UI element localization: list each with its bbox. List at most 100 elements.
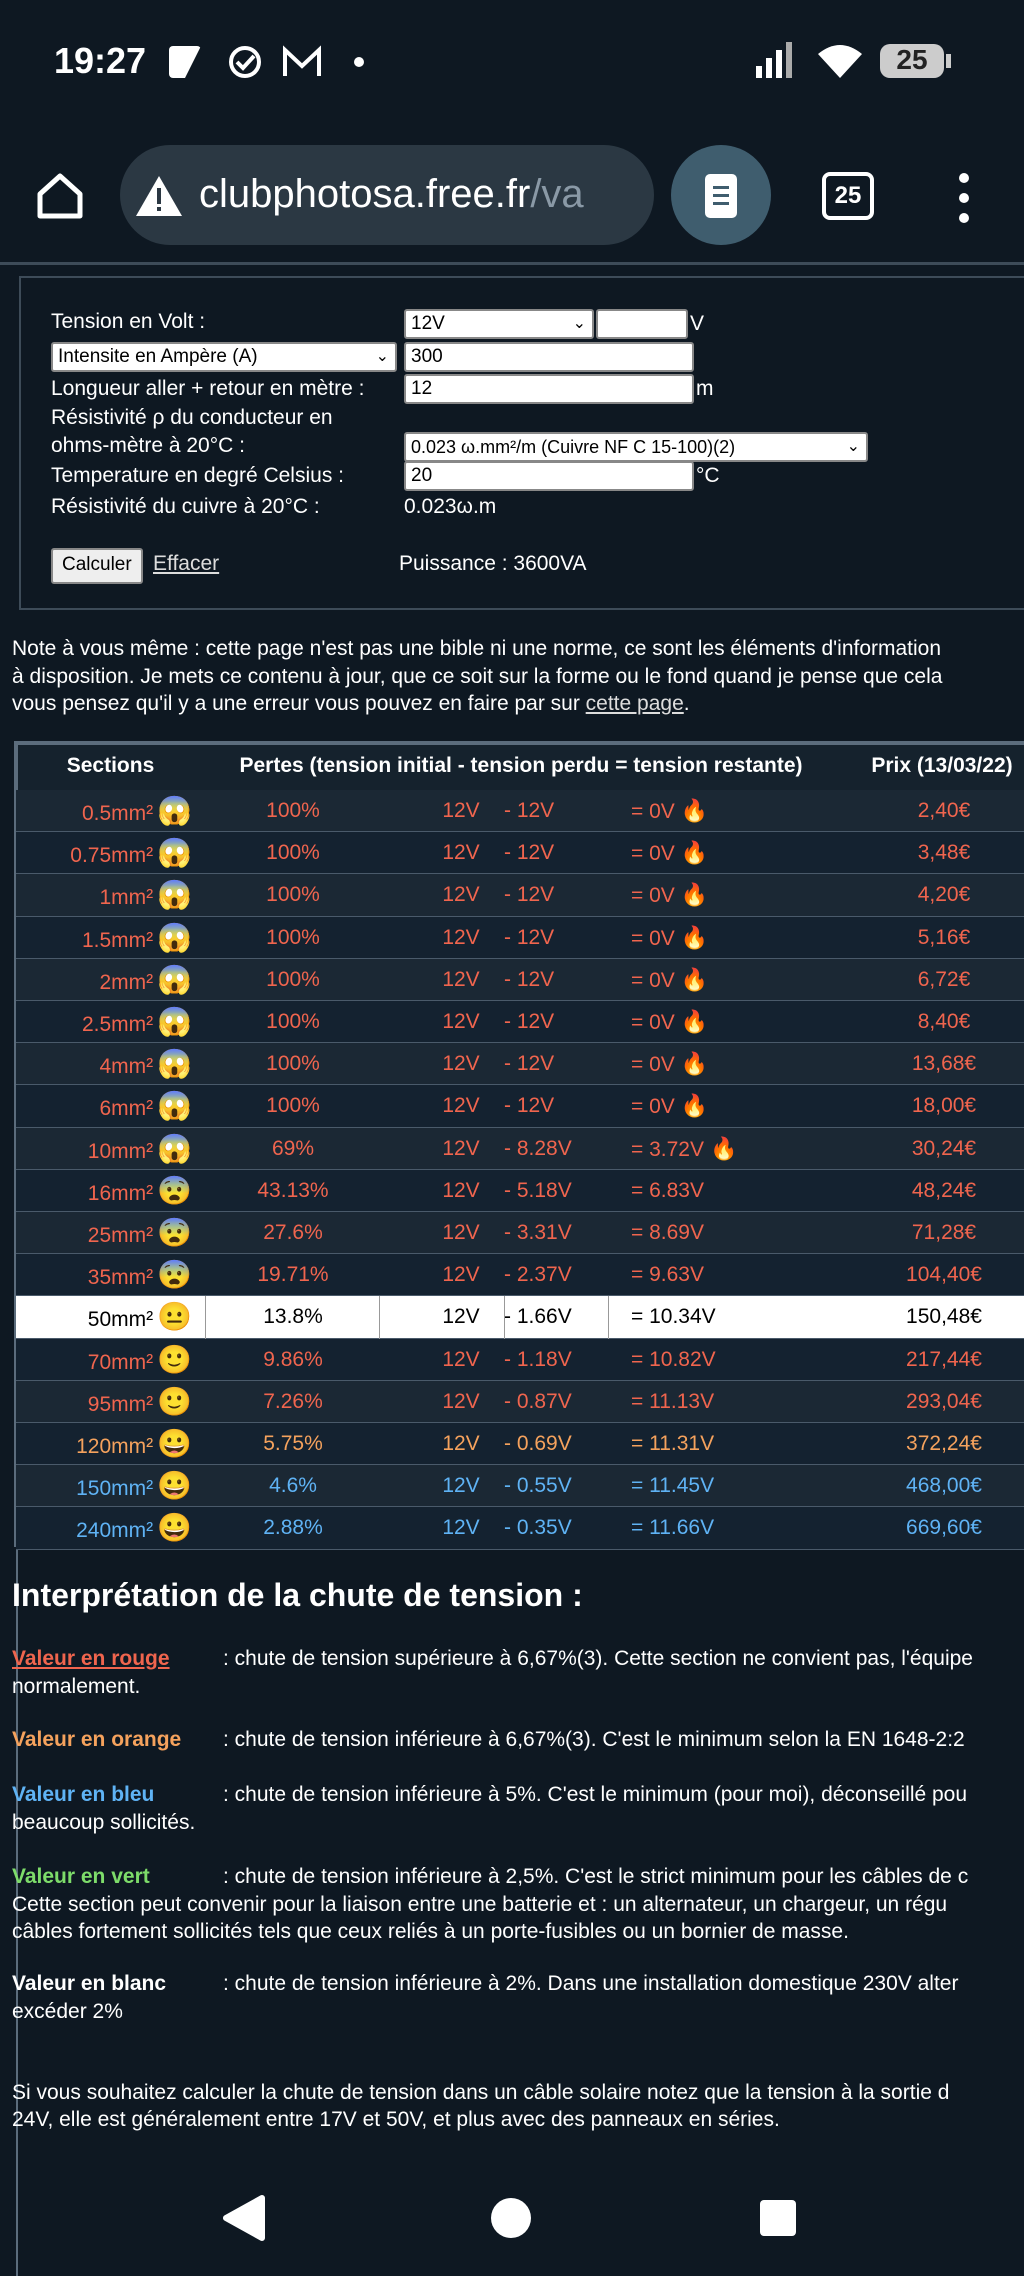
- calc-button[interactable]: Calculer: [51, 548, 143, 584]
- note-link[interactable]: cette page: [585, 692, 684, 715]
- price: 13,68€: [911, 1052, 977, 1076]
- legend-text: normalement.: [12, 1674, 141, 1698]
- remaining: = 0V: [631, 968, 675, 992]
- cell-border: [504, 1296, 505, 1339]
- loss-percent: 27.6%: [263, 1221, 323, 1244]
- remaining-cell: = 0V 🔥: [631, 1085, 708, 1128]
- drop: - 12V: [504, 1052, 555, 1076]
- voltage: 12V: [442, 1178, 480, 1202]
- drop: - 0.35V: [504, 1516, 572, 1540]
- remaining-cell: = 0V 🔥: [631, 1001, 708, 1044]
- legend-label: Valeur en orange: [12, 1728, 182, 1751]
- section: 120mm²: [76, 1435, 154, 1458]
- table-row: 2.5mm² 😱 100% 12V - 12V = 0V 🔥 8,40€: [16, 1001, 1024, 1044]
- remaining: = 11.45V: [631, 1474, 715, 1498]
- legend-text: câbles fortement sollicités tels que ceu…: [12, 1920, 849, 1943]
- clear-link[interactable]: Effacer: [153, 552, 220, 575]
- remaining: = 0V: [631, 926, 675, 950]
- tab-count[interactable]: 25: [822, 172, 874, 220]
- section: 1mm²: [99, 886, 154, 910]
- price: 293,04€: [906, 1389, 982, 1413]
- emoji: 😱: [157, 1090, 192, 1122]
- price: 4,20€: [917, 883, 971, 907]
- table-row: 16mm² 😨 43.13% 12V - 5.18V = 6.83V 48,24€: [16, 1169, 1024, 1215]
- fire: 🔥: [680, 798, 709, 823]
- home-nav[interactable]: [491, 2198, 531, 2238]
- loss-percent: 100%: [266, 967, 320, 991]
- battery-level: 25: [896, 44, 928, 75]
- price: 217,44€: [906, 1347, 982, 1371]
- remaining-cell: = 6.83V: [631, 1170, 704, 1212]
- temperature-input[interactable]: 20: [404, 461, 694, 491]
- price: 669,60€: [906, 1516, 982, 1540]
- legend-label: Valeur en blanc: [12, 1972, 167, 1995]
- table-row: 50mm² 😐 13.8% 12V - 1.66V = 10.34V 150,48€: [16, 1296, 1024, 1339]
- voltage: 12V: [442, 1516, 480, 1540]
- emoji: 😀: [157, 1428, 192, 1459]
- table-row: 70mm² 🙂 9.86% 12V - 1.18V = 10.82V 217,44€: [16, 1338, 1024, 1384]
- loss-percent: 4.6%: [269, 1474, 317, 1498]
- loss-percent: 43.13%: [257, 1178, 329, 1202]
- select-value: 0.023 ω.mm²/m (Cuivre NF C 15-100)(2): [411, 437, 736, 457]
- current-input[interactable]: 300: [404, 342, 694, 372]
- price: 71,28€: [911, 1221, 977, 1244]
- remaining: = 0V: [631, 800, 675, 823]
- fire: 🔥: [709, 1135, 738, 1161]
- length-input[interactable]: 12: [404, 374, 694, 404]
- home-button[interactable]: [32, 168, 88, 224]
- legend-text: : chute de tension inférieure à 2,5%. C'…: [223, 1865, 969, 1888]
- menu-button[interactable]: [954, 170, 974, 226]
- voltage: 12V: [442, 925, 480, 949]
- unit: V: [690, 312, 705, 335]
- unit: m: [696, 377, 714, 400]
- loss-percent: 100%: [266, 1052, 320, 1076]
- section-cell: 2mm² 😱: [16, 959, 192, 1004]
- section-cell: 16mm² 😨: [16, 1170, 192, 1215]
- back-button[interactable]: [223, 2195, 265, 2241]
- loss-percent: 2.88%: [263, 1516, 323, 1540]
- column-header: Sections: [66, 754, 155, 777]
- section-cell: 70mm² 🙂: [16, 1339, 192, 1384]
- table: Sections Pertes (tension initial - tensio…: [14, 741, 1024, 2276]
- url[interactable]: clubphotosa.free.fr/va: [199, 172, 584, 217]
- remaining: = 8.69V: [631, 1221, 704, 1244]
- remaining-cell: = 0V 🔥: [631, 1043, 708, 1086]
- select-value: 12V: [411, 313, 445, 334]
- drop: - 12V: [504, 925, 555, 949]
- table-row: 0.75mm² 😱 100% 12V - 12V = 0V 🔥 3,48€: [16, 832, 1024, 875]
- table-row: 120mm² 😀 5.75% 12V - 0.69V = 11.31V 372,24€: [16, 1423, 1024, 1468]
- resistivity-select[interactable]: 0.023 ω.mm²/m (Cuivre NF C 15-100)(2) ⌄: [404, 432, 868, 462]
- table-row: 6mm² 😱 100% 12V - 12V = 0V 🔥 18,00€: [16, 1085, 1024, 1128]
- url-host: clubphotosa.free.fr: [199, 172, 531, 216]
- remaining: = 0V: [631, 1053, 675, 1077]
- voltage-select[interactable]: 12V ⌄: [404, 309, 594, 339]
- value: 0.023ω.m: [404, 495, 497, 518]
- section: 240mm²: [76, 1519, 154, 1543]
- remaining-cell: = 8.69V: [631, 1212, 704, 1254]
- note: Note à vous même : cette page n'est pas …: [12, 635, 942, 718]
- emoji: 🙂: [157, 1343, 192, 1375]
- remaining-cell: = 3.72V 🔥: [631, 1128, 737, 1171]
- price: 8,40€: [917, 1010, 971, 1033]
- warning-icon[interactable]: [134, 174, 184, 218]
- column-header: Prix (13/03/22): [871, 754, 1013, 777]
- section: 16mm²: [87, 1181, 154, 1205]
- drop: - 2.37V: [504, 1263, 572, 1287]
- remaining: = 0V: [631, 842, 675, 866]
- price: 2,40€: [917, 799, 971, 822]
- current-select[interactable]: Intensite en Ampère (A) ⌄: [51, 342, 397, 372]
- voltage-input[interactable]: [596, 309, 688, 339]
- column-header: Pertes (tension initial - tension perdu …: [239, 754, 803, 777]
- recents-button[interactable]: [760, 2200, 796, 2236]
- section: 25mm²: [87, 1224, 154, 1247]
- emoji: 😱: [157, 1132, 192, 1164]
- input-value: 300: [411, 346, 443, 367]
- emoji: 😨: [157, 1259, 192, 1291]
- cell-border: [205, 1296, 206, 1339]
- fire: 🔥: [680, 1093, 709, 1119]
- emoji: 😱: [157, 837, 192, 869]
- voltage: 12V: [442, 1305, 480, 1329]
- url-bar[interactable]: [120, 145, 654, 245]
- remaining-cell: = 11.13V: [631, 1381, 714, 1423]
- section-cell: 120mm² 😀: [16, 1423, 192, 1468]
